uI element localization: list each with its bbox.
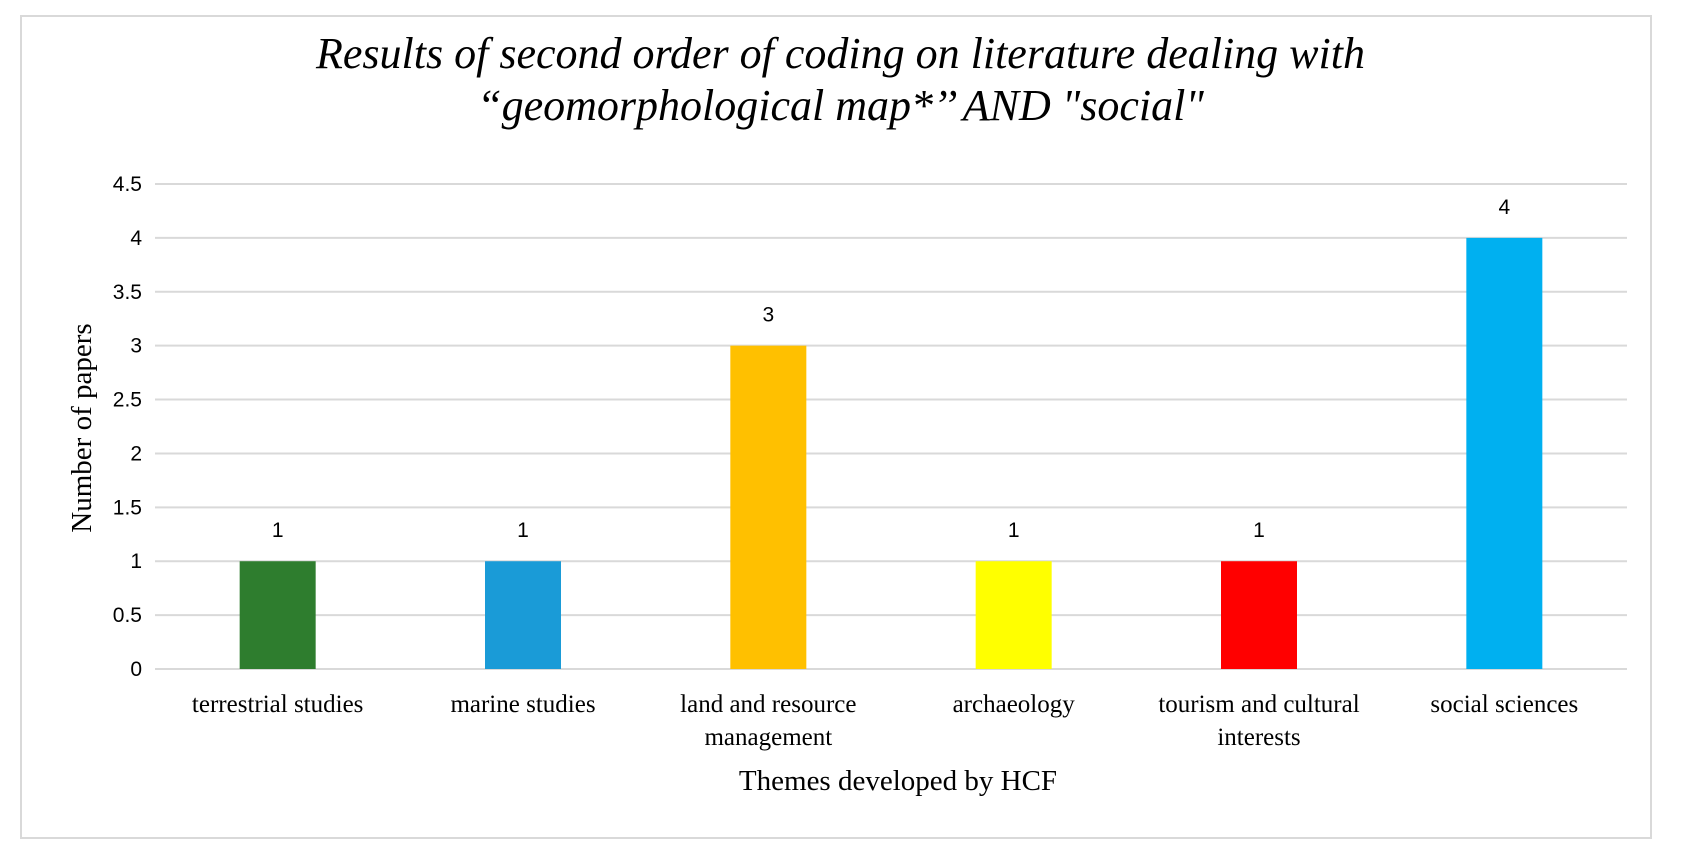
data-label: 1: [272, 519, 284, 542]
bar: [239, 561, 316, 669]
x-category-label: archaeology: [953, 691, 1076, 718]
x-category-label: terrestrial studies: [192, 691, 363, 718]
y-tick-label: 4: [130, 227, 142, 250]
x-category-label: social sciences: [1430, 691, 1578, 718]
y-tick-label: 4.5: [113, 173, 142, 196]
bars: [239, 237, 1543, 669]
gridlines: [155, 183, 1627, 670]
bar: [730, 345, 807, 669]
data-labels: 1 1 3 1 1 4: [272, 196, 1511, 542]
x-axis-categories: terrestrial studies marine studies land an…: [192, 691, 1578, 751]
x-category-label: tourism and cultural: [1158, 691, 1359, 718]
y-tick-label: 3.5: [113, 281, 142, 304]
data-label: 3: [762, 304, 774, 327]
y-axis-ticks: 0 0.5 1 1.5 2 2.5 3 3.5 4 4.5: [113, 173, 143, 681]
x-category-label: interests: [1217, 724, 1300, 751]
data-label: 1: [517, 519, 529, 542]
x-category-label: marine studies: [450, 691, 595, 718]
chart-title-line-1: Results of second order of coding on lit…: [316, 29, 1365, 78]
y-tick-label: 0.5: [113, 604, 142, 627]
y-tick-label: 0: [130, 658, 142, 681]
data-label: 1: [1008, 519, 1020, 542]
bar: [1221, 561, 1297, 669]
bar: [975, 561, 1052, 669]
x-category-label: land and resource: [680, 691, 856, 718]
chart-title-line-2: “geomorphological map*’’ AND "social": [477, 81, 1204, 130]
chart-title: Results of second order of coding on lit…: [0, 28, 1681, 132]
bar: [1466, 237, 1543, 669]
data-label: 4: [1498, 196, 1510, 219]
bar: [485, 561, 561, 669]
chart-frame: [20, 15, 1652, 839]
y-tick-label: 1: [130, 550, 142, 573]
data-label: 1: [1253, 519, 1265, 542]
x-category-label: management: [704, 724, 832, 751]
y-tick-label: 3: [130, 335, 142, 358]
y-tick-label: 1.5: [113, 496, 142, 519]
y-tick-label: 2: [130, 442, 142, 465]
y-tick-label: 2.5: [113, 389, 142, 412]
x-axis-label: Themes developed by HCF: [739, 765, 1057, 797]
y-axis-label: Number of papers: [66, 323, 98, 532]
